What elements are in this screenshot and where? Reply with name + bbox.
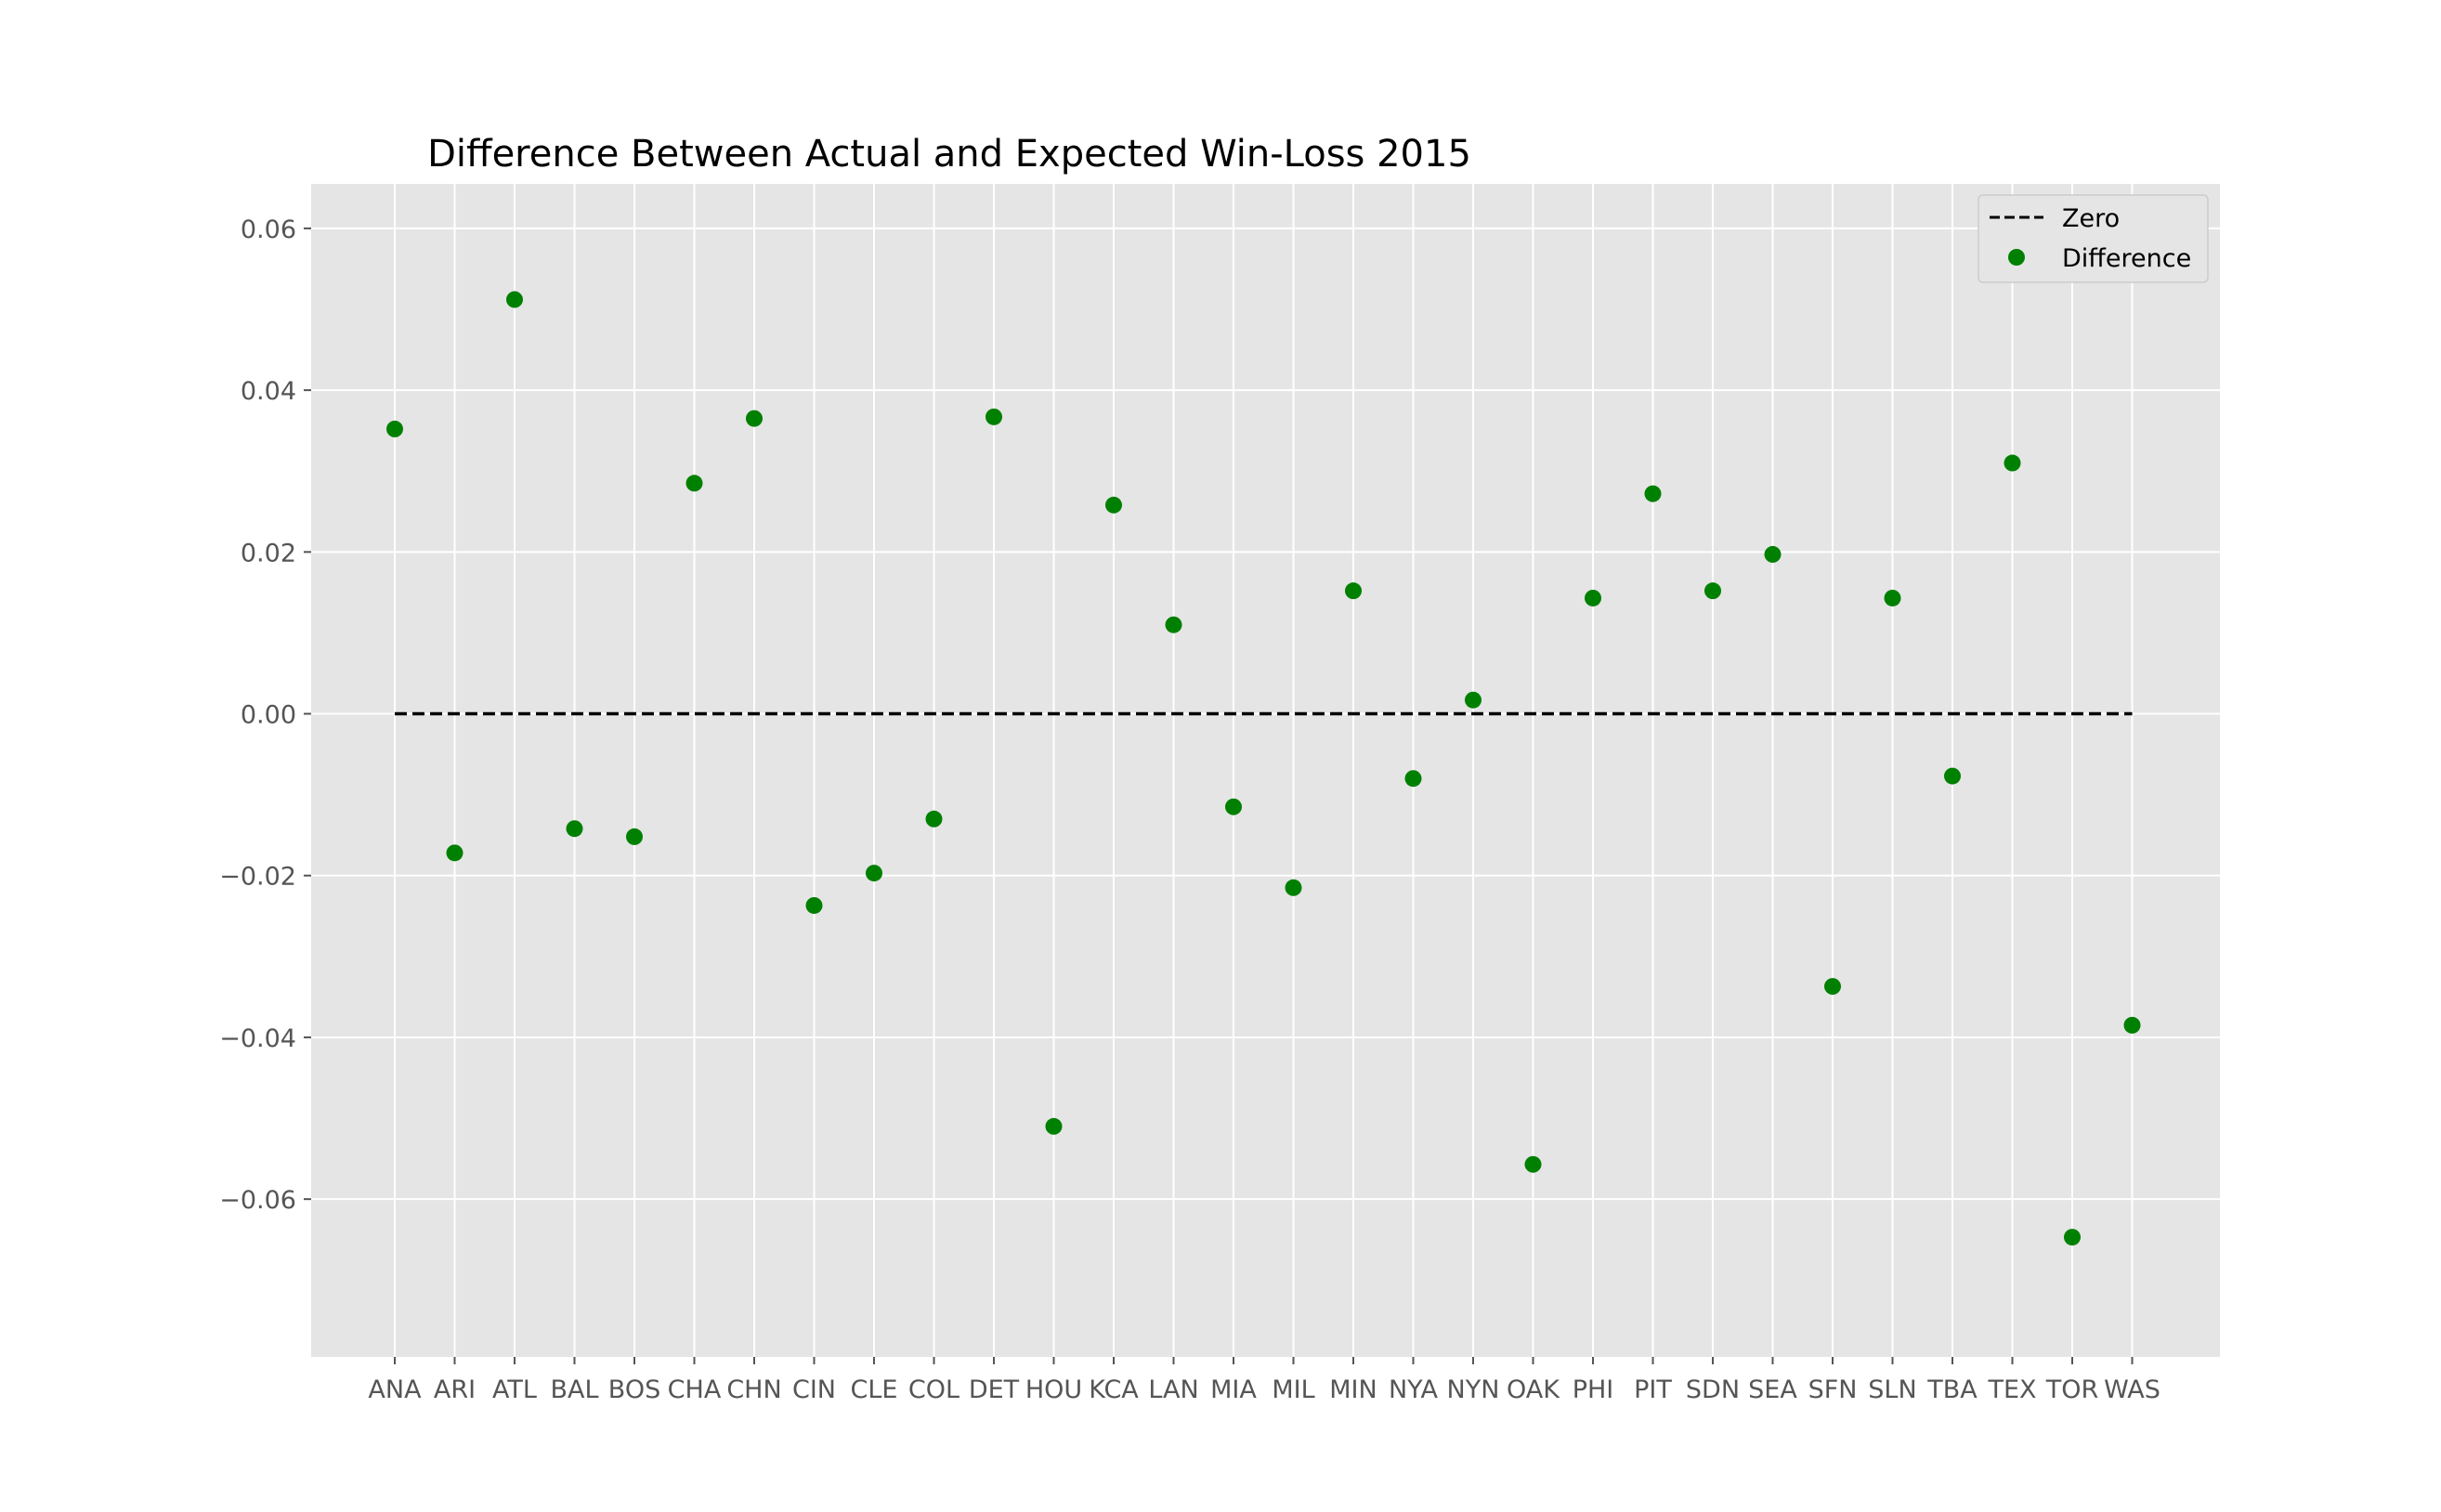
x-axis: ANA ARI ATL BAL BOS CHA CHN CIN CLE COL DET HOU KCA L… [368, 1357, 2160, 1404]
x-tick-label: LAN [1148, 1375, 1198, 1404]
x-tick-label: SFN [1808, 1375, 1858, 1404]
data-point-sln [1884, 589, 1901, 606]
data-point-ari [446, 844, 463, 862]
y-tick-label: 0.04 [241, 377, 296, 406]
x-tick-label: OAK [1507, 1375, 1560, 1404]
x-tick-label: ATL [492, 1375, 537, 1404]
data-point-nya [1404, 770, 1422, 788]
data-point-tex [2004, 454, 2021, 472]
legend-zero-label: Zero [2062, 204, 2120, 233]
data-point-nyn [1465, 691, 1482, 709]
x-tick-label: PHI [1573, 1375, 1614, 1404]
x-tick-label: DET [969, 1375, 1020, 1404]
x-tick-label: CLE [851, 1375, 898, 1404]
data-point-det [986, 408, 1002, 425]
x-tick-label: PIT [1634, 1375, 1672, 1404]
x-tick-label: HOU [1025, 1375, 1082, 1404]
data-point-phi [1585, 589, 1601, 606]
data-point-cle [866, 865, 882, 882]
y-tick-label: −0.06 [219, 1186, 296, 1215]
chart-title: Difference Between Actual and Expected W… [427, 133, 1471, 176]
y-tick-label: 0.02 [241, 539, 296, 567]
data-point-tba [1944, 767, 1961, 785]
x-tick-label: SDN [1686, 1375, 1740, 1404]
data-point-ana [386, 420, 403, 437]
x-tick-label: BOS [608, 1375, 660, 1404]
x-tick-label: CIN [792, 1375, 836, 1404]
data-point-was [2123, 1016, 2141, 1034]
y-tick-label: 0.06 [241, 215, 296, 244]
x-tick-label: COL [908, 1375, 959, 1404]
x-tick-label: TOR [2045, 1375, 2099, 1404]
x-tick-label: BAL [550, 1375, 598, 1404]
scatter-points [386, 291, 2141, 1246]
legend-difference-label: Difference [2062, 244, 2191, 273]
data-point-sfn [1824, 978, 1841, 996]
data-point-hou [1045, 1117, 1063, 1135]
data-point-pit [1644, 485, 1662, 502]
plot-area [311, 184, 2220, 1357]
data-point-cin [805, 896, 823, 914]
y-axis: 0.06 0.04 0.02 0.00 −0.02 −0.04 −0.06 [219, 215, 311, 1215]
data-point-tor [2064, 1229, 2081, 1246]
y-tick-label: −0.02 [219, 863, 296, 892]
x-tick-label: NYA [1389, 1375, 1439, 1404]
data-point-col [925, 810, 943, 828]
y-tick-label: −0.04 [219, 1024, 296, 1053]
data-point-chn [746, 410, 763, 427]
data-point-mia [1225, 798, 1242, 815]
data-point-sdn [1704, 582, 1721, 600]
data-point-kca [1105, 496, 1122, 514]
x-tick-label: MIL [1272, 1375, 1314, 1404]
x-tick-label: KCA [1089, 1375, 1139, 1404]
x-tick-label: NYN [1447, 1375, 1500, 1404]
x-tick-label: TEX [1987, 1375, 2036, 1404]
data-point-cha [685, 475, 703, 492]
x-tick-label: WAS [2104, 1375, 2160, 1404]
x-tick-label: CHN [726, 1375, 781, 1404]
data-point-lan [1165, 616, 1182, 633]
data-point-oak [1524, 1155, 1542, 1173]
x-tick-label: ANA [368, 1375, 422, 1404]
data-point-bos [626, 828, 643, 845]
data-point-min [1345, 582, 1362, 600]
x-tick-label: SLN [1868, 1375, 1916, 1404]
x-tick-label: MIN [1329, 1375, 1377, 1404]
x-tick-label: CHA [668, 1375, 722, 1404]
x-tick-label: ARI [434, 1375, 476, 1404]
x-tick-label: TBA [1926, 1375, 1978, 1404]
x-tick-label: MIA [1210, 1375, 1257, 1404]
data-point-bal [566, 820, 583, 838]
y-tick-label: 0.00 [241, 701, 296, 730]
legend: Zero Difference [1978, 194, 2209, 283]
data-point-mil [1285, 879, 1302, 896]
x-tick-label: SEA [1748, 1375, 1797, 1404]
data-point-sea [1764, 545, 1782, 563]
legend-difference-marker [2008, 249, 2025, 266]
data-point-atl [506, 291, 523, 308]
